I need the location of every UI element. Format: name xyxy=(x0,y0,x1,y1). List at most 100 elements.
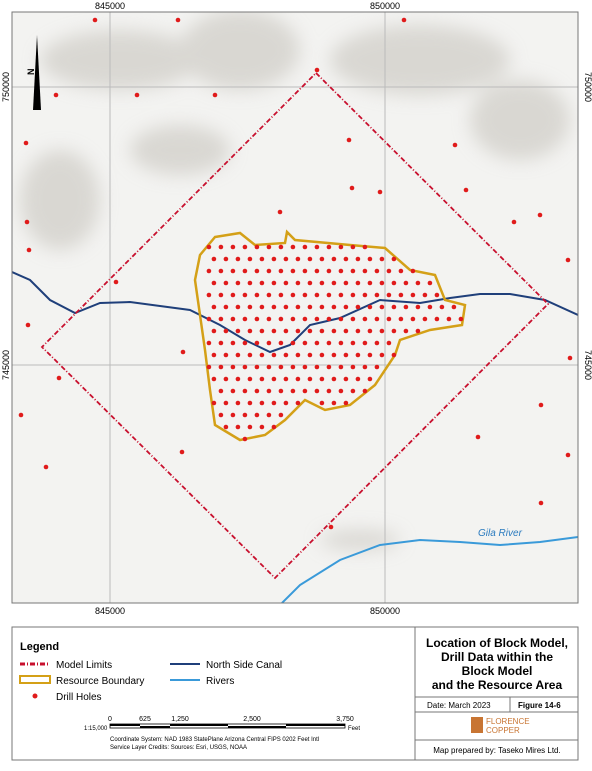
drill-hole xyxy=(307,328,313,334)
drill-hole xyxy=(290,340,296,346)
y-label: 745000 xyxy=(583,350,592,380)
drill-hole xyxy=(247,424,253,430)
drill-hole xyxy=(314,244,320,250)
legend-item: Model Limits xyxy=(56,660,112,671)
drill-hole xyxy=(379,304,385,310)
credit: Coordinate System: NAD 1983 StatePlane A… xyxy=(110,737,319,743)
drill-hole xyxy=(538,500,544,506)
drill-hole xyxy=(451,304,457,310)
drill-hole xyxy=(223,376,229,382)
drill-hole xyxy=(328,524,334,530)
drill-hole xyxy=(314,316,320,322)
drill-hole xyxy=(343,280,349,286)
drill-hole xyxy=(367,304,373,310)
drill-hole xyxy=(446,316,452,322)
drill-hole xyxy=(278,244,284,250)
drill-hole xyxy=(475,434,481,440)
drill-hole xyxy=(230,364,236,370)
drill-hole xyxy=(307,280,313,286)
drill-hole xyxy=(511,219,517,225)
drill-hole xyxy=(415,328,421,334)
drill-hole xyxy=(538,402,544,408)
drill-hole xyxy=(259,304,265,310)
drill-hole xyxy=(355,304,361,310)
coordinate-labels: 845000 850000 845000 850000 750000 74500… xyxy=(1,1,592,616)
drill-hole xyxy=(379,280,385,286)
drill-hole xyxy=(277,209,283,215)
drill-hole xyxy=(319,400,325,406)
drill-hole xyxy=(283,376,289,382)
drill-hole xyxy=(266,316,272,322)
drill-hole xyxy=(271,352,277,358)
drill-hole xyxy=(355,280,361,286)
drill-hole xyxy=(386,316,392,322)
drill-hole xyxy=(319,256,325,262)
x-label: 845000 xyxy=(95,606,125,616)
drill-hole xyxy=(247,256,253,262)
legend-item: Resource Boundary xyxy=(56,676,144,687)
drill-hole xyxy=(211,400,217,406)
drill-hole xyxy=(43,464,49,470)
drill-hole xyxy=(230,316,236,322)
title-line: Drill Data within the xyxy=(441,650,553,664)
drill-hole xyxy=(295,352,301,358)
map-border xyxy=(11,11,579,604)
drill-hole xyxy=(410,292,416,298)
scale-tick: 2,500 xyxy=(243,716,261,723)
model-limits xyxy=(40,71,550,580)
drill-hole xyxy=(230,292,236,298)
drill-hole xyxy=(259,352,265,358)
drill-hole xyxy=(242,364,248,370)
graticule xyxy=(12,12,578,603)
drill-hole xyxy=(565,257,571,263)
drill-hole xyxy=(206,268,212,274)
drill-hole xyxy=(302,244,308,250)
drill-hole xyxy=(223,352,229,358)
drill-hole xyxy=(271,256,277,262)
legend-item: Drill Holes xyxy=(56,692,102,703)
drill-hole xyxy=(391,304,397,310)
drill-hole xyxy=(283,328,289,334)
drill-hole xyxy=(401,17,407,23)
drill-hole xyxy=(278,316,284,322)
drill-hole xyxy=(211,280,217,286)
drill-hole xyxy=(295,376,301,382)
drill-hole xyxy=(326,364,332,370)
drill-hole xyxy=(379,328,385,334)
drill-hole xyxy=(247,280,253,286)
x-label: 850000 xyxy=(370,1,400,11)
drill-hole xyxy=(295,304,301,310)
scale-tick: 625 xyxy=(139,716,151,723)
drill-hole xyxy=(355,352,361,358)
drill-hole xyxy=(331,256,337,262)
drill-hole xyxy=(331,304,337,310)
drill-hole xyxy=(374,340,380,346)
drill-hole xyxy=(218,388,224,394)
drill-hole xyxy=(235,400,241,406)
drill-hole xyxy=(254,364,260,370)
drill-hole xyxy=(343,304,349,310)
drill-hole xyxy=(235,424,241,430)
panel-border xyxy=(11,626,579,761)
logo-text: FLORENCE xyxy=(486,717,530,726)
drill-hole xyxy=(367,328,373,334)
drill-hole xyxy=(218,244,224,250)
drill-hole xyxy=(307,376,313,382)
drill-hole xyxy=(254,268,260,274)
drill-hole xyxy=(179,449,185,455)
drill-hole xyxy=(319,328,325,334)
drill-hole xyxy=(290,388,296,394)
scale-bar: 0 625 1,250 2,500 3,750 Feet 1:15,000 xyxy=(84,716,360,732)
drill-hole xyxy=(319,280,325,286)
drill-hole xyxy=(223,256,229,262)
drill-hole xyxy=(391,256,397,262)
drill-hole xyxy=(259,328,265,334)
drill-hole xyxy=(223,304,229,310)
drill-hole xyxy=(271,400,277,406)
drill-hole xyxy=(314,292,320,298)
title-block: Location of Block Model, Drill Data with… xyxy=(426,636,568,692)
drill-hole xyxy=(391,352,397,358)
drill-hole xyxy=(422,316,428,322)
drill-hole xyxy=(23,140,29,146)
drill-hole xyxy=(314,388,320,394)
